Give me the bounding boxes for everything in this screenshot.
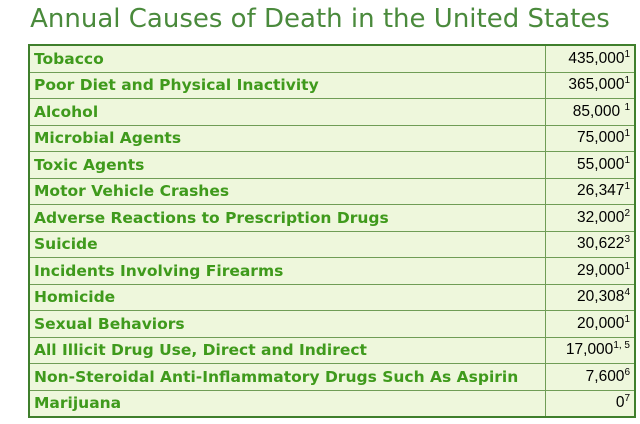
death-count-value: 32,000: [577, 208, 625, 226]
death-count-cell: 26,3471: [545, 177, 636, 205]
death-count-value: 75,000: [577, 129, 625, 147]
table-row: Alcohol 85,000 1: [28, 98, 636, 126]
cause-cell: Homicide: [28, 283, 546, 311]
footnote-reference: 3: [624, 234, 630, 246]
death-count-value: 0: [615, 394, 625, 412]
table-row: Adverse Reactions to Prescription Drugs 3…: [28, 204, 636, 232]
death-count-value: 55,000: [577, 155, 625, 173]
table-row: Motor Vehicle Crashes 26,3471: [28, 177, 636, 205]
death-count-value: 20,000: [577, 314, 625, 332]
table-row: Suicide 30,6223: [28, 230, 636, 258]
cause-cell: Adverse Reactions to Prescription Drugs: [28, 204, 546, 232]
footnote-reference: 1: [624, 48, 630, 60]
cause-cell: Tobacco: [28, 44, 546, 73]
cause-cell: Marijuana: [28, 389, 546, 418]
death-count-cell: 435,0001: [545, 44, 636, 73]
table-row: Tobacco 435,0001: [28, 44, 636, 73]
cause-cell: Toxic Agents: [28, 151, 546, 179]
death-count-cell: 75,0001: [545, 124, 636, 152]
footnote-reference: 1: [624, 75, 630, 87]
table-row: Microbial Agents 75,0001: [28, 124, 636, 152]
table-row: Poor Diet and Physical Inactivity 365,000…: [28, 71, 636, 99]
death-count-value: 17,000: [565, 341, 614, 359]
footnote-reference: 7: [624, 393, 630, 405]
table-row: Sexual Behaviors 20,0001: [28, 310, 636, 338]
cause-cell: Sexual Behaviors: [28, 310, 546, 338]
footnote-reference: 1: [624, 101, 630, 113]
death-count-value: 29,000: [577, 261, 625, 279]
table-row: Homicide 20,3084: [28, 283, 636, 311]
death-count-cell: 365,0001: [545, 71, 636, 99]
cause-cell: Non-Steroidal Anti-Inflammatory Drugs Su…: [28, 363, 546, 391]
death-count-cell: 7,6006: [545, 363, 636, 391]
footnote-reference: 1: [624, 260, 630, 272]
death-count-value: 435,000: [568, 49, 625, 67]
cause-cell: Poor Diet and Physical Inactivity: [28, 71, 546, 99]
death-count-cell: 07: [545, 389, 636, 418]
table-row: Marijuana 07: [28, 389, 636, 418]
death-count-value: 26,347: [577, 182, 625, 200]
cause-cell: Incidents Involving Firearms: [28, 257, 546, 285]
table-row: Toxic Agents 55,0001: [28, 151, 636, 179]
table-body: Tobacco 435,0001 Poor Diet and Physical In…: [28, 44, 636, 418]
footnote-reference: 1: [624, 313, 630, 325]
cause-cell: Microbial Agents: [28, 124, 546, 152]
death-count-value: 365,000: [568, 76, 625, 94]
table-row: Incidents Involving Firearms 29,0001: [28, 257, 636, 285]
causes-of-death-table: Tobacco 435,0001 Poor Diet and Physical In…: [28, 44, 636, 418]
death-count-value: 85,000: [572, 102, 625, 120]
footnote-reference: 1: [624, 154, 630, 166]
footnote-reference: 1: [624, 128, 630, 140]
cause-cell: Alcohol: [28, 98, 546, 126]
cause-cell: Suicide: [28, 230, 546, 258]
death-count-value: 30,622: [577, 235, 625, 253]
table-row: All Illicit Drug Use, Direct and Indirec…: [28, 336, 636, 364]
death-count-cell: 20,3084: [545, 283, 636, 311]
death-count-cell: 17,0001, 5: [545, 336, 636, 364]
death-count-value: 20,308: [577, 288, 625, 306]
footnote-reference: 2: [624, 207, 630, 219]
death-count-cell: 20,0001: [545, 310, 636, 338]
death-count-cell: 30,6223: [545, 230, 636, 258]
footnote-reference: 1, 5: [613, 340, 630, 352]
footnote-reference: 1: [624, 181, 630, 193]
death-count-cell: 55,0001: [545, 151, 636, 179]
cause-cell: All Illicit Drug Use, Direct and Indirec…: [28, 336, 546, 364]
cause-cell: Motor Vehicle Crashes: [28, 177, 546, 205]
death-count-cell: 85,000 1: [545, 98, 636, 126]
death-count-value: 7,600: [585, 367, 625, 385]
death-count-cell: 29,0001: [545, 257, 636, 285]
footnote-reference: 4: [624, 287, 630, 299]
table-row: Non-Steroidal Anti-Inflammatory Drugs Su…: [28, 363, 636, 391]
page-title: Annual Causes of Death in the United Sta…: [30, 4, 610, 34]
footnote-reference: 6: [624, 366, 630, 378]
death-count-cell: 32,0002: [545, 204, 636, 232]
